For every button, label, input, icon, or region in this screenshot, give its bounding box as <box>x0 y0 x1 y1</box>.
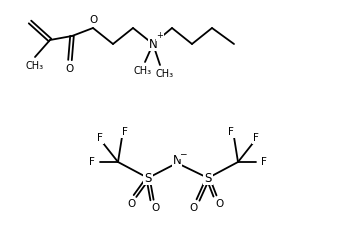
Text: +: + <box>156 31 164 41</box>
Text: CH₃: CH₃ <box>156 69 174 79</box>
Text: −: − <box>179 150 187 159</box>
Text: CH₃: CH₃ <box>134 66 152 76</box>
Text: O: O <box>152 203 160 213</box>
Text: S: S <box>144 172 152 184</box>
Text: O: O <box>89 15 97 25</box>
Text: N: N <box>173 154 181 167</box>
Text: F: F <box>122 127 128 137</box>
Text: O: O <box>215 199 223 209</box>
Text: CH₃: CH₃ <box>26 61 44 71</box>
Text: S: S <box>204 172 212 184</box>
Text: O: O <box>190 203 198 213</box>
Text: F: F <box>97 133 103 143</box>
Text: O: O <box>66 64 74 74</box>
Text: F: F <box>89 157 95 167</box>
Text: O: O <box>127 199 135 209</box>
Text: F: F <box>261 157 267 167</box>
Text: F: F <box>253 133 259 143</box>
Text: F: F <box>228 127 234 137</box>
Text: N: N <box>149 38 158 51</box>
